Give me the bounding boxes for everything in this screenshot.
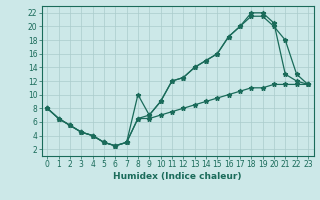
X-axis label: Humidex (Indice chaleur): Humidex (Indice chaleur) [113,172,242,181]
